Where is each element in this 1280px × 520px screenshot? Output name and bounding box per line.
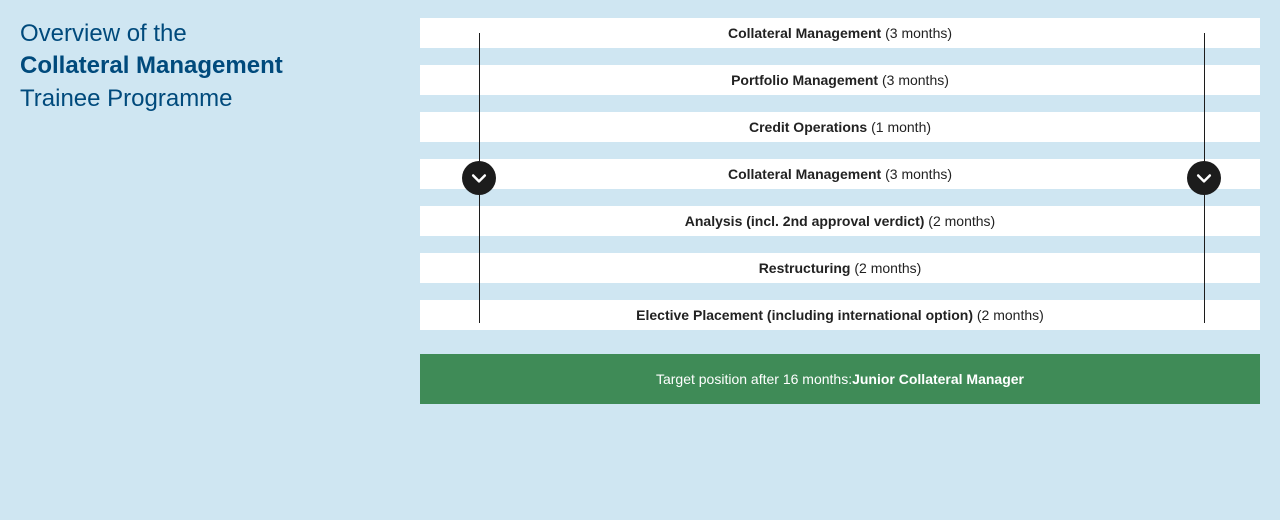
title-line-1: Overview of the — [20, 20, 187, 47]
page-title: Overview of the Collateral Management Tr… — [20, 18, 420, 115]
target-lead: Target position after 16 months: — [656, 371, 852, 387]
title-line-3: Trainee Programme — [20, 85, 233, 112]
stage-label: Elective Placement (including internatio… — [636, 307, 973, 323]
stage-row: Collateral Management (3 months) — [420, 18, 1260, 48]
target-role: Junior Collateral Manager — [852, 371, 1024, 387]
title-column: Overview of the Collateral Management Tr… — [20, 18, 420, 520]
stage-duration: (2 months) — [928, 213, 995, 229]
stage-row: Restructuring (2 months) — [420, 253, 1260, 283]
stage-row: Collateral Management (3 months) — [420, 159, 1260, 189]
stage-row: Portfolio Management (3 months) — [420, 65, 1260, 95]
target-bar: Target position after 16 months: Junior … — [420, 354, 1260, 404]
stage-duration: (2 months) — [977, 307, 1044, 323]
stage-label: Restructuring — [759, 260, 851, 276]
stage-label: Portfolio Management — [731, 72, 878, 88]
title-line-2: Collateral Management — [20, 52, 283, 79]
stage-row: Credit Operations (1 month) — [420, 112, 1260, 142]
stage-label: Collateral Management — [728, 166, 881, 182]
stage-label: Credit Operations — [749, 119, 867, 135]
stage-duration: (2 months) — [854, 260, 921, 276]
stage-label: Analysis (incl. 2nd approval verdict) — [685, 213, 925, 229]
stage-duration: (3 months) — [882, 72, 949, 88]
stage-duration: (3 months) — [885, 25, 952, 41]
stage-duration: (1 month) — [871, 119, 931, 135]
stage-label: Collateral Management — [728, 25, 881, 41]
stage-list: Collateral Management (3 months)Portfoli… — [420, 18, 1260, 330]
stage-duration: (3 months) — [885, 166, 952, 182]
stage-row: Elective Placement (including internatio… — [420, 300, 1260, 330]
stage-row: Analysis (incl. 2nd approval verdict) (2… — [420, 206, 1260, 236]
programme-column: Collateral Management (3 months)Portfoli… — [420, 18, 1260, 520]
page: Overview of the Collateral Management Tr… — [0, 0, 1280, 520]
